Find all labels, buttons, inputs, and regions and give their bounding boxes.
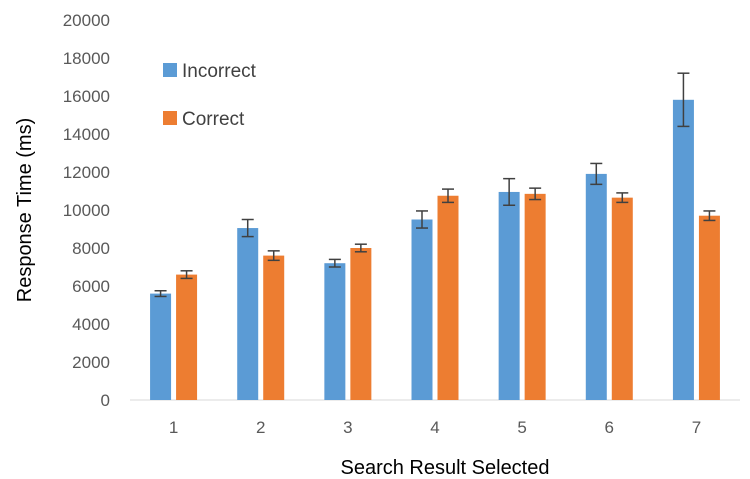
error-bar-correct-7	[703, 210, 716, 222]
x-tick-label: 6	[605, 418, 614, 437]
x-tick-label: 5	[517, 418, 526, 437]
bar-correct-7	[698, 215, 720, 400]
y-tick-label: 14000	[63, 125, 110, 144]
error-bar-correct-2	[267, 250, 280, 262]
error-bar-incorrect-7	[677, 72, 690, 128]
y-tick-label: 6000	[72, 277, 110, 296]
error-bar-incorrect-2	[241, 218, 254, 238]
error-bar-incorrect-3	[328, 258, 341, 268]
error-bar-correct-4	[442, 188, 454, 204]
x-tick-label: 1	[169, 418, 178, 437]
y-tick-label: 8000	[72, 239, 110, 258]
legend-label-incorrect: Incorrect	[182, 61, 257, 82]
bar-correct-3	[350, 248, 372, 400]
legend: Incorrect Correct	[163, 61, 257, 130]
bar-incorrect-3	[324, 263, 346, 400]
bar-correct-5	[524, 193, 546, 400]
y-tick-label: 16000	[63, 87, 110, 106]
legend-swatch-incorrect	[163, 63, 177, 77]
error-bar-incorrect-6	[590, 162, 603, 186]
y-axis-title: Response Time (ms)	[14, 118, 36, 303]
x-tick-label: 7	[692, 418, 701, 437]
bar-incorrect-6	[585, 173, 607, 400]
bars-group	[150, 72, 720, 401]
bar-incorrect-2	[237, 228, 259, 400]
y-tick-label: 0	[101, 391, 110, 410]
bar-correct-1	[176, 274, 198, 400]
x-tick-label: 3	[343, 418, 352, 437]
legend-swatch-correct	[163, 111, 177, 125]
bar-incorrect-7	[672, 99, 694, 401]
error-bar-correct-5	[529, 187, 542, 201]
error-bar-correct-6	[616, 192, 629, 204]
legend-label-correct: Correct	[182, 109, 245, 130]
x-axis-ticks: 1 2 3 4 5 6 7	[169, 418, 701, 437]
bar-correct-6	[611, 197, 633, 400]
bar-incorrect-5	[498, 191, 520, 400]
bar-correct-2	[263, 255, 285, 400]
bar-incorrect-4	[411, 219, 433, 400]
y-tick-label: 10000	[63, 201, 110, 220]
error-bar-correct-3	[354, 243, 367, 253]
error-bar-incorrect-4	[416, 210, 428, 229]
bar-correct-4	[437, 195, 459, 400]
y-tick-label: 2000	[72, 353, 110, 372]
x-axis-title: Search Result Selected	[340, 457, 549, 479]
error-bar-correct-1	[180, 270, 193, 280]
y-tick-label: 12000	[63, 163, 110, 182]
error-bar-incorrect-5	[503, 177, 516, 206]
bar-incorrect-1	[150, 293, 172, 400]
y-axis-ticks: 0 2000 4000 6000 8000 10000 12000 14000 16000 180…	[63, 11, 110, 410]
x-tick-label: 4	[430, 418, 439, 437]
y-tick-label: 20000	[63, 11, 110, 30]
y-tick-label: 18000	[63, 49, 110, 68]
y-tick-label: 4000	[72, 315, 110, 334]
x-tick-label: 2	[256, 418, 265, 437]
error-bar-incorrect-1	[154, 290, 167, 298]
